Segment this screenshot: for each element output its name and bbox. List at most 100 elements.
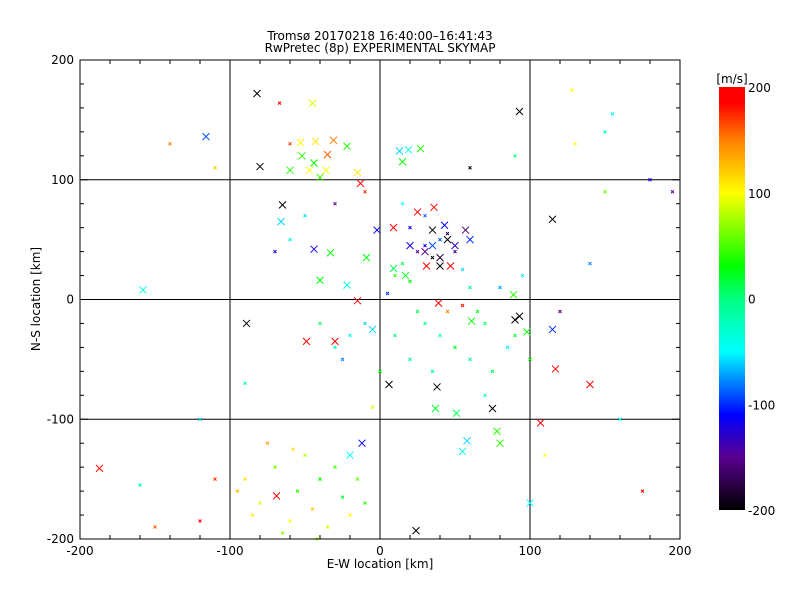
data-point-dot: [640, 489, 645, 493]
marker-stroke: [610, 112, 615, 116]
marker-stroke: [291, 447, 295, 452]
marker-stroke: [513, 153, 517, 158]
marker-stroke: [385, 291, 390, 296]
data-point-dot: [363, 189, 367, 194]
data-point-dot: [333, 465, 337, 470]
marker-stroke: [311, 137, 320, 146]
data-point-dot: [277, 101, 282, 105]
marker-stroke: [242, 319, 251, 328]
data-point-dot: [273, 249, 277, 254]
data-point-dot: [243, 381, 247, 386]
marker-stroke: [466, 235, 474, 244]
marker-stroke: [333, 465, 337, 470]
marker-stroke: [322, 166, 330, 175]
data-point-dot: [445, 231, 450, 236]
marker-stroke: [213, 165, 217, 170]
marker-stroke: [153, 525, 157, 529]
marker-stroke: [498, 285, 502, 290]
marker-stroke: [461, 226, 470, 234]
marker-stroke: [483, 393, 487, 398]
data-point-cross: [356, 179, 365, 188]
marker-stroke: [273, 465, 277, 470]
marker-stroke: [436, 262, 444, 270]
marker-stroke: [348, 513, 352, 517]
data-point-cross: [202, 132, 210, 141]
marker-stroke: [468, 285, 472, 290]
data-point-dot: [475, 309, 480, 314]
marker-stroke: [288, 141, 292, 146]
marker-stroke: [373, 226, 381, 234]
marker-stroke: [505, 345, 510, 350]
marker-stroke: [515, 312, 524, 321]
marker-stroke: [408, 357, 412, 362]
data-point-dot: [310, 507, 315, 511]
data-point-dot: [243, 477, 247, 481]
data-point-cross: [526, 499, 534, 507]
data-point-dot: [153, 525, 157, 529]
data-point-dot: [265, 441, 270, 446]
data-point-cross: [493, 427, 501, 436]
data-point-dot: [498, 285, 502, 290]
marker-stroke: [460, 267, 465, 272]
marker-stroke: [305, 166, 314, 175]
data-point-cross: [395, 147, 404, 155]
data-point-cross: [458, 447, 467, 456]
data-point-dot: [415, 249, 420, 254]
data-point-cross: [346, 451, 354, 460]
data-point-cross: [586, 380, 594, 389]
data-point-dot: [213, 165, 217, 170]
marker-stroke: [308, 99, 317, 107]
marker-stroke: [329, 136, 338, 145]
marker-stroke: [513, 333, 517, 338]
data-point-cross: [548, 325, 557, 334]
marker-stroke: [370, 405, 375, 410]
marker-stroke: [202, 132, 210, 141]
data-point-dot: [468, 357, 472, 362]
marker-stroke: [278, 201, 287, 209]
data-points: [95, 88, 675, 541]
marker-stroke: [548, 215, 557, 224]
data-point-dot: [603, 189, 607, 194]
data-point-cross: [389, 223, 398, 232]
marker-stroke: [395, 147, 404, 155]
marker-stroke: [523, 327, 531, 336]
data-point-dot: [408, 357, 412, 362]
marker-stroke: [463, 436, 471, 445]
marker-stroke: [423, 243, 427, 248]
marker-stroke: [443, 235, 452, 244]
data-point-cross: [286, 166, 294, 175]
data-point-cross: [446, 262, 455, 270]
data-point-cross: [452, 409, 461, 418]
data-point-dot: [400, 261, 405, 266]
data-point-dot: [445, 309, 450, 314]
data-point-dot: [460, 267, 465, 272]
marker-stroke: [406, 241, 414, 250]
marker-stroke: [490, 369, 495, 374]
marker-stroke: [296, 138, 305, 147]
data-point-cross: [548, 215, 557, 224]
marker-stroke: [378, 369, 382, 374]
data-point-dot: [415, 309, 420, 314]
marker-stroke: [438, 333, 442, 338]
data-point-cross: [496, 439, 504, 448]
marker-stroke: [277, 217, 285, 226]
marker-stroke: [389, 264, 398, 273]
marker-stroke: [548, 325, 557, 334]
marker-stroke: [416, 144, 425, 153]
data-point-dot: [468, 285, 472, 290]
data-point-cross: [95, 464, 104, 473]
data-point-cross: [298, 151, 306, 160]
marker-stroke: [496, 439, 504, 448]
marker-stroke: [558, 309, 562, 314]
marker-stroke: [310, 507, 315, 511]
marker-stroke: [95, 464, 104, 473]
data-point-cross: [389, 264, 398, 273]
data-point-dot: [430, 255, 435, 260]
marker-stroke: [520, 273, 525, 278]
marker-stroke: [310, 245, 318, 254]
marker-stroke: [412, 526, 420, 535]
data-point-dot: [340, 357, 345, 362]
data-point-cross: [551, 365, 560, 373]
data-point-cross: [343, 281, 351, 289]
